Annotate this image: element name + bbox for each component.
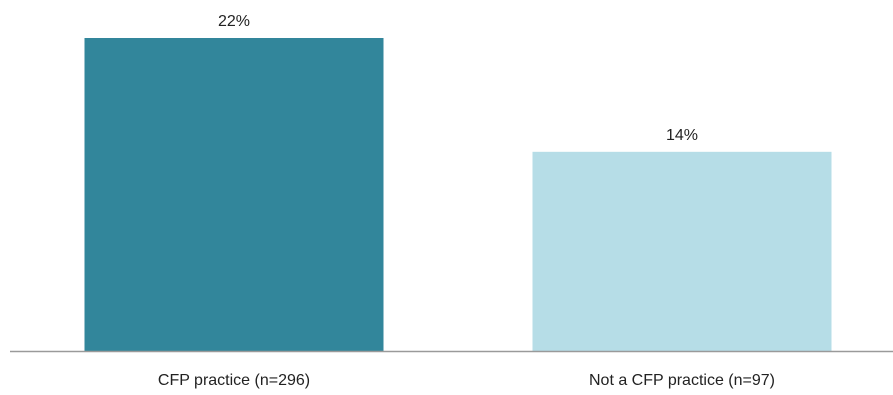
data-label-1: 22% xyxy=(218,13,250,30)
data-label-2: 14% xyxy=(666,127,698,144)
x-tick-label-1: CFP practice (n=296) xyxy=(158,372,310,389)
bar-1 xyxy=(84,38,384,351)
x-tick-label-2: Not a CFP practice (n=97) xyxy=(589,372,775,389)
bar-2 xyxy=(532,151,832,351)
